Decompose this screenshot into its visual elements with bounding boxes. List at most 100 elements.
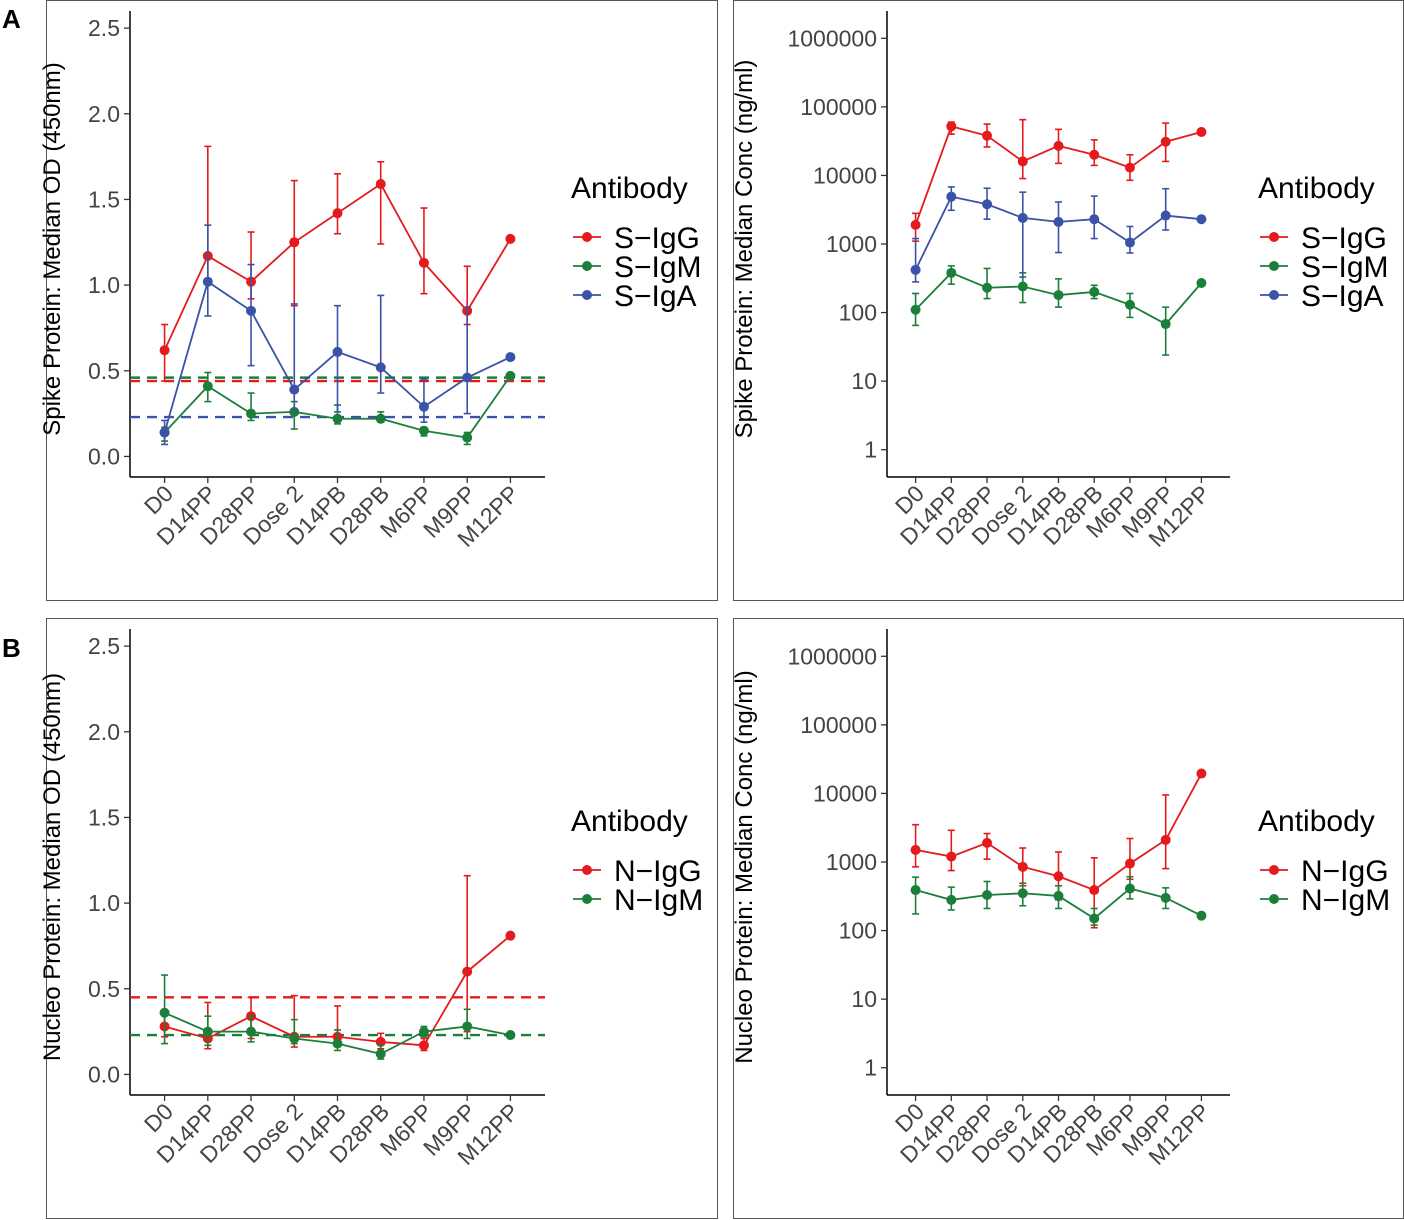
y-tick-label: 1 [864,1055,877,1081]
legend-title: Antibody [1258,172,1375,205]
panel-spike-od: 0.0 0.5 1.0 1.5 2.0 2.5 D0 D14PP D28PP Dose 2 D14P… [39,0,718,601]
data-point [1053,290,1064,301]
data-point [946,121,957,132]
data-point [1124,883,1135,894]
panel-nucleo-od: 0.0 0.5 1.0 1.5 2.0 2.5 D0 D14PP D28PP Dose 2 D14P… [39,618,718,1219]
y-tick-label: 0.0 [88,443,120,469]
data-point [910,304,921,315]
legend-label: N−IgM [1301,884,1390,917]
y-tick-label: 0.0 [88,1061,120,1087]
data-point [375,1048,386,1059]
y-axis-title: Nucleo Protein: Median OD (450nm) [39,673,66,1061]
data-point [505,352,516,363]
panel-label-a: A [2,4,21,34]
data-point [1160,210,1171,221]
data-point [946,191,957,202]
y-tick-label: 100 [839,300,877,326]
data-point [246,408,257,419]
chart-spike-conc: 1101001000100001000001000000D0D14PPD28PP… [731,11,1389,552]
y-tick-label: 1000 [826,231,877,257]
data-point [982,837,993,848]
legend-label: S−IgG [1301,222,1387,255]
y-tick-label: 2.5 [88,633,120,659]
y-tick-label: 0.5 [88,976,120,1002]
data-point [946,894,957,905]
data-point [375,362,386,373]
y-tick-label: 2.5 [88,15,120,41]
data-point [1053,890,1064,901]
legend-key-point [582,290,592,300]
data-point [946,267,957,278]
y-tick-label: 1000 [826,849,877,875]
data-point [1089,214,1100,225]
data-point [505,233,516,244]
y-tick-label: 2.0 [88,719,120,745]
y-tick-label: 10000 [813,162,877,188]
y-tick-label: 0.5 [88,358,120,384]
y-tick-label: 100000 [800,712,877,738]
data-point [1017,156,1028,167]
legend-key-point [582,261,592,271]
y-tick-label: 2.0 [88,101,120,127]
y-tick-label: 1000000 [787,25,877,51]
data-point [202,381,213,392]
y-tick-label: 10 [851,986,877,1012]
data-point [246,1026,257,1037]
data-point [289,1033,300,1044]
data-point [1196,126,1207,137]
data-point [375,179,386,190]
data-point [289,384,300,395]
legend-label: N−IgG [1301,855,1389,888]
data-point [982,130,993,141]
panel-spike-conc: 1 10 100 1000 10000 100000 1000000 D0 D14PP D28PP… [731,0,1404,601]
legend-key-point [1269,290,1279,300]
data-point [946,851,957,862]
data-point [462,1021,473,1032]
data-point [418,425,429,436]
data-point [1160,319,1171,330]
y-axis-title: Spike Protein: Median OD (450nm) [39,62,66,436]
data-point [418,257,429,268]
legend-key-point [582,232,592,242]
chart-nucleo-conc: 1101001000100001000001000000D0D14PPD28PP… [731,629,1390,1170]
legend-label: S−IgA [1301,280,1384,313]
data-point [1124,162,1135,173]
data-point [375,1036,386,1047]
data-point [910,264,921,275]
data-point [1053,871,1064,882]
data-point [1089,885,1100,896]
y-axis-title: Nucleo Protein: Median Conc (ng/ml) [731,670,758,1064]
data-point [505,930,516,941]
legend-key-point [582,865,592,875]
data-point [1017,281,1028,292]
legend-label: S−IgG [614,222,700,255]
y-tick-label: 10000 [813,780,877,806]
legend-label: S−IgM [1301,251,1389,284]
legend-label: N−IgM [614,884,703,917]
legend-key-point [1269,232,1279,242]
legend-key-point [1269,865,1279,875]
legend-title: Antibody [1258,805,1375,838]
data-point [1196,768,1207,779]
y-tick-label: 1.0 [88,272,120,298]
data-point [910,885,921,896]
data-point [1124,237,1135,248]
data-point [289,237,300,248]
data-point [1196,910,1207,921]
data-point [332,1038,343,1049]
legend-title: Antibody [571,805,688,838]
data-point [1124,299,1135,310]
y-tick-label: 1000000 [787,643,877,669]
legend-key-point [1269,261,1279,271]
data-point [910,219,921,230]
data-point [1124,858,1135,869]
y-tick-label: 100000 [800,94,877,120]
data-point [1017,888,1028,899]
data-point [332,346,343,357]
legend-key-point [582,894,592,904]
data-point [246,305,257,316]
legend-key-point [1269,894,1279,904]
legend-title: Antibody [571,172,688,205]
legend-label: S−IgA [614,280,697,313]
